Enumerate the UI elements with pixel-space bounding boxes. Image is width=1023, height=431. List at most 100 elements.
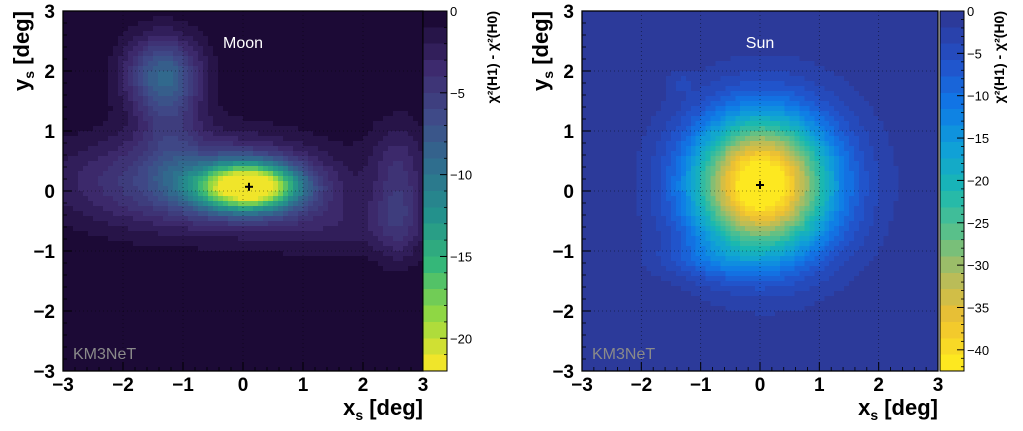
heatmap-cell bbox=[258, 61, 264, 67]
heatmap-cell bbox=[303, 226, 309, 232]
heatmap-cell bbox=[83, 11, 89, 17]
heatmap-cell bbox=[273, 261, 279, 267]
heatmap-cell bbox=[98, 201, 104, 207]
heatmap-cell bbox=[113, 356, 119, 362]
heatmap-cell bbox=[313, 106, 319, 112]
heatmap-cell bbox=[223, 291, 229, 297]
heatmap-cell bbox=[293, 286, 299, 292]
heatmap-cell bbox=[148, 246, 154, 252]
heatmap-cell bbox=[403, 341, 409, 347]
heatmap-cell bbox=[368, 11, 374, 17]
heatmap-cell bbox=[373, 301, 379, 307]
heatmap-cell bbox=[243, 261, 249, 267]
heatmap-cell bbox=[123, 16, 129, 22]
heatmap-cell bbox=[348, 156, 354, 162]
heatmap-cell bbox=[88, 46, 94, 52]
heatmap-cell bbox=[108, 206, 114, 212]
heatmap-cell bbox=[173, 106, 179, 112]
heatmap-cell bbox=[78, 276, 84, 282]
heatmap-cell bbox=[233, 316, 239, 322]
heatmap-cell bbox=[318, 26, 324, 32]
heatmap-cell bbox=[238, 56, 244, 62]
heatmap-cell bbox=[118, 101, 124, 107]
heatmap-cell bbox=[253, 271, 259, 277]
heatmap-cell bbox=[158, 176, 164, 182]
heatmap-cell bbox=[63, 336, 69, 342]
heatmap-cell bbox=[63, 121, 69, 127]
heatmap-cell bbox=[93, 36, 99, 42]
heatmap-cell bbox=[373, 171, 379, 177]
heatmap-cell bbox=[118, 361, 124, 367]
heatmap-cell bbox=[233, 116, 239, 122]
heatmap-cell bbox=[83, 91, 89, 97]
heatmap-cell bbox=[198, 191, 204, 197]
heatmap-cell bbox=[213, 226, 219, 232]
heatmap-cell bbox=[253, 246, 259, 252]
heatmap-cell bbox=[293, 51, 299, 57]
heatmap-cell bbox=[273, 266, 279, 272]
heatmap-cell bbox=[333, 206, 339, 212]
heatmap-cell bbox=[368, 211, 374, 217]
heatmap-cell bbox=[268, 156, 274, 162]
heatmap-cell bbox=[303, 246, 309, 252]
heatmap-cell bbox=[338, 246, 344, 252]
heatmap-cell bbox=[278, 146, 284, 152]
heatmap-cell bbox=[228, 71, 234, 77]
heatmap-cell bbox=[83, 156, 89, 162]
heatmap-cell bbox=[213, 251, 219, 257]
heatmap-cell bbox=[368, 156, 374, 162]
heatmap-cell bbox=[108, 321, 114, 327]
heatmap-cell bbox=[103, 186, 109, 192]
heatmap-cell bbox=[358, 221, 364, 227]
heatmap-cell bbox=[223, 231, 229, 237]
heatmap-cell bbox=[333, 211, 339, 217]
heatmap-cell bbox=[93, 361, 99, 367]
heatmap-cell bbox=[123, 286, 129, 292]
heatmap-cell bbox=[148, 176, 154, 182]
heatmap-cell bbox=[223, 361, 229, 367]
heatmap-cell bbox=[298, 176, 304, 182]
heatmap-cell bbox=[183, 331, 189, 337]
heatmap-cell bbox=[298, 136, 304, 142]
heatmap-cell bbox=[138, 161, 144, 167]
heatmap-cell bbox=[238, 236, 244, 242]
heatmap-cell bbox=[88, 196, 94, 202]
heatmap-cell bbox=[373, 56, 379, 62]
heatmap-cell bbox=[203, 341, 209, 347]
heatmap-cell bbox=[208, 126, 214, 132]
heatmap-cell bbox=[158, 331, 164, 337]
heatmap-cell bbox=[378, 21, 384, 27]
heatmap-cell bbox=[213, 11, 219, 17]
heatmap-cell bbox=[98, 156, 104, 162]
heatmap-cell bbox=[408, 141, 414, 147]
heatmap-cell bbox=[178, 281, 184, 287]
heatmap-cell bbox=[218, 31, 224, 37]
heatmap-cell bbox=[223, 366, 229, 372]
heatmap-cell bbox=[233, 176, 239, 182]
heatmap-cell bbox=[83, 71, 89, 77]
heatmap-cell bbox=[303, 26, 309, 32]
heatmap-cell bbox=[403, 101, 409, 107]
heatmap-cell bbox=[393, 351, 399, 357]
heatmap-cell bbox=[378, 36, 384, 42]
heatmap-cell bbox=[273, 156, 279, 162]
heatmap-cell bbox=[378, 316, 384, 322]
heatmap-cell bbox=[138, 116, 144, 122]
heatmap-cell bbox=[328, 146, 334, 152]
heatmap-cell bbox=[238, 156, 244, 162]
heatmap-cell bbox=[83, 76, 89, 82]
heatmap-cell bbox=[83, 31, 89, 37]
heatmap-cell bbox=[178, 306, 184, 312]
heatmap-cell bbox=[98, 121, 104, 127]
heatmap-cell bbox=[128, 181, 134, 187]
heatmap-cell bbox=[383, 51, 389, 57]
heatmap-cell bbox=[258, 91, 264, 97]
heatmap-cell bbox=[173, 326, 179, 332]
heatmap-cell bbox=[308, 181, 314, 187]
heatmap-cell bbox=[168, 286, 174, 292]
heatmap-cell bbox=[188, 206, 194, 212]
heatmap-cell bbox=[133, 251, 139, 257]
heatmap-cell bbox=[143, 161, 149, 167]
heatmap-cell bbox=[408, 51, 414, 57]
heatmap-cell bbox=[263, 81, 269, 87]
